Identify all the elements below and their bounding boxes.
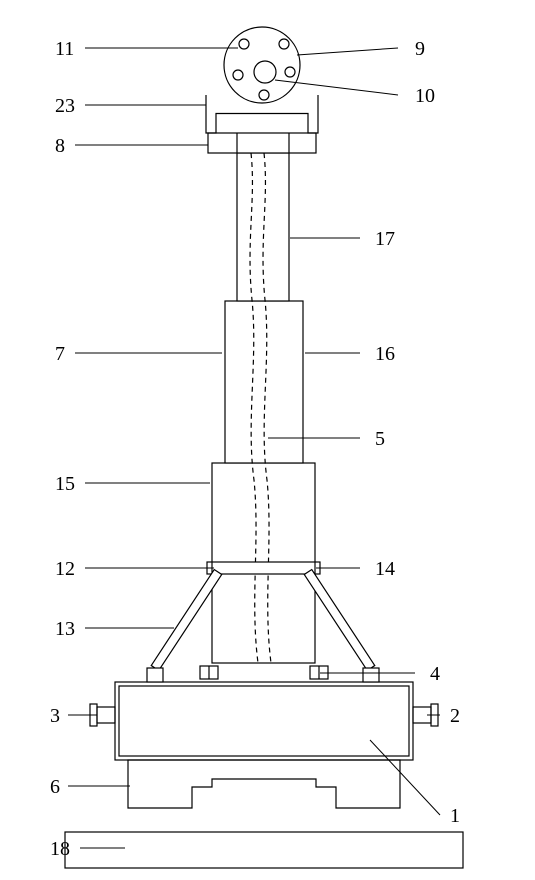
technical-diagram: 11 23 8 9 10 17 7 16 5 15 12 14 13 4 3 2 6 1 18: [0, 0, 535, 880]
callout-label: 13: [55, 618, 75, 640]
callout-label: 4: [430, 663, 440, 685]
callout-label: 15: [55, 473, 75, 495]
callout-label: 23: [55, 95, 75, 117]
tube-mid: [225, 301, 303, 463]
callout-label: 5: [375, 428, 385, 450]
callout-label: 2: [450, 705, 460, 727]
clamp-ring: [207, 562, 320, 574]
mount-plate: [208, 133, 316, 153]
leader-line: [297, 48, 398, 55]
rod-foot: [147, 668, 163, 682]
callout-label: 16: [375, 343, 395, 365]
housing-box: [115, 682, 413, 760]
callout-label: 10: [415, 85, 435, 107]
bolt-left: [97, 707, 115, 723]
base-plate: [65, 832, 463, 868]
tube-inner: [237, 153, 289, 301]
housing-inner: [119, 686, 409, 756]
leader-line: [275, 80, 398, 95]
callout-label: 7: [55, 343, 65, 365]
callout-label: 1: [450, 805, 460, 827]
callout-label: 9: [415, 38, 425, 60]
callout-label: 6: [50, 776, 60, 798]
support-rod-left: [151, 570, 222, 671]
slide-base: [128, 760, 400, 808]
callout-label: 3: [50, 705, 60, 727]
rod-foot: [363, 668, 379, 682]
head-flange: [224, 27, 300, 103]
callout-label: 14: [375, 558, 395, 580]
callout-label: 17: [375, 228, 395, 250]
callout-label: 12: [55, 558, 75, 580]
leader-line: [370, 740, 440, 815]
callout-label: 8: [55, 135, 65, 157]
callout-label: 18: [50, 838, 70, 860]
callout-label: 11: [55, 38, 74, 60]
